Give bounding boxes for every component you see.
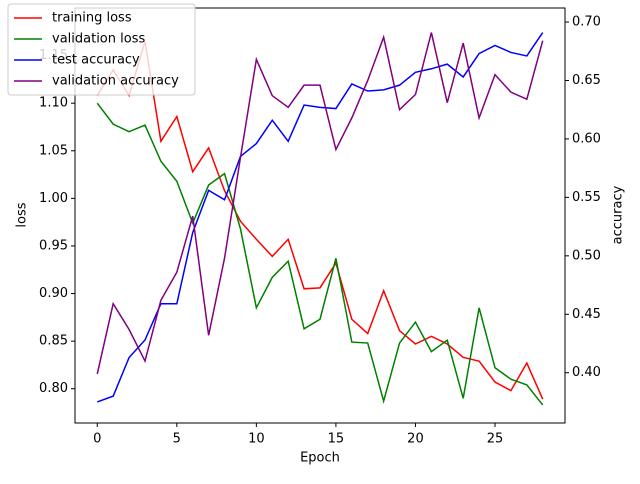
plot-frame [74, 7, 566, 424]
y-tick-label: 0.85 [39, 334, 68, 349]
legend-label: validation loss [52, 32, 145, 47]
y-tick-label: 1.00 [39, 191, 68, 206]
y2-tick-label: 0.55 [572, 190, 601, 205]
y2-tick-label: 0.40 [572, 365, 601, 380]
y2-tick-label: 0.65 [572, 73, 601, 88]
y2-axis-label: accuracy [611, 185, 626, 244]
legend-label: test accuracy [52, 53, 140, 68]
y-tick-label: 0.95 [39, 238, 68, 253]
y-axis-label: loss [15, 202, 30, 227]
x-tick-label: 0 [93, 432, 101, 447]
series-line [96, 41, 544, 400]
x-tick-label: 5 [173, 432, 181, 447]
y2-tick-label: 0.70 [572, 15, 601, 30]
y2-tick-label: 0.50 [572, 248, 601, 263]
series-line [96, 32, 544, 375]
x-tick-label: 10 [248, 432, 265, 447]
legend-label: training loss [52, 11, 132, 26]
x-axis-label: Epoch [300, 451, 340, 466]
x-tick-label: 25 [487, 432, 504, 447]
legend-box [7, 3, 196, 96]
series-line [96, 102, 544, 406]
y2-tick-label: 0.60 [572, 131, 601, 146]
x-tick-label: 15 [328, 432, 345, 447]
y-tick-label: 1.05 [39, 143, 68, 158]
x-tick-label: 20 [407, 432, 424, 447]
y2-tick-label: 0.45 [572, 307, 601, 322]
y-tick-label: 0.90 [39, 286, 68, 301]
y-tick-label: 0.80 [39, 381, 68, 396]
legend-label: validation accuracy [52, 74, 179, 89]
y-tick-label: 1.10 [39, 96, 68, 111]
